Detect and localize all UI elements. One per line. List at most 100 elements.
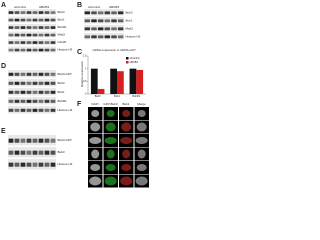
blot-band [14,99,20,103]
blot-strip [8,16,56,23]
blot-band [91,27,97,31]
blot-band [8,33,14,37]
blot-band [44,81,50,85]
blot-band [20,138,26,143]
blot-strip [8,46,56,53]
blot-band [117,19,124,23]
blot-strip [8,106,56,114]
panel-label: F [77,101,82,108]
blot-band [111,19,117,23]
blot-band [32,33,38,37]
blot-band [32,138,38,143]
blot-band [38,48,44,52]
bar [110,68,117,94]
nucleus [89,176,102,186]
blot-band [8,138,14,143]
blot-band [14,48,20,52]
nucleus [91,149,100,159]
blot-band [111,35,117,39]
blot-band [38,33,44,37]
blot-band [44,11,50,14]
blot-strip [8,135,56,146]
blot-band [26,99,32,103]
blot-band [50,138,56,143]
nucleus [137,110,146,117]
blot-band [84,19,91,23]
bar [129,68,137,94]
row-label: Bub3 [58,10,65,14]
blot-band [38,41,44,44]
nucleus [106,110,115,117]
blot-band [38,72,44,76]
row-label: Mad2 [58,33,66,37]
blot-band [50,18,56,22]
blot-band [20,108,26,112]
blot-band [8,90,14,94]
blot-band [14,33,20,37]
bar [136,69,144,94]
figure: A B C D E F mRNA expression in siRNA-HCT… [1,2,149,188]
blot-band [111,11,117,15]
blot-strip [84,25,124,32]
blot-band [20,150,26,155]
blot-band [44,108,50,112]
blot-band [32,18,38,22]
x-tick-label: Bub3 [95,95,101,98]
blot-strip [8,39,56,45]
bar [90,68,98,94]
bar [117,71,124,94]
blot-band [8,72,14,76]
blot-band [38,90,44,94]
blot-band [26,48,32,52]
blot-band [104,11,111,15]
row-label: Cdc20 [58,40,67,44]
column-label: siControl [88,5,100,9]
blot-band [8,48,14,52]
row-label: BubR1 [58,25,68,29]
blot-band [20,11,26,14]
legend-swatch [126,57,129,60]
blot-band [50,72,56,76]
blot-band [50,99,56,103]
blot-band [8,108,14,112]
row-label: BubR1 [58,99,68,103]
blot-strip [8,79,56,87]
blot-strip [8,88,56,96]
blot-band [26,150,32,155]
nucleus [122,110,131,117]
row-label: Histone H3 [58,108,73,112]
panel-label: E [1,128,6,135]
blot-band [8,11,14,14]
row-label: Bub3 [58,150,65,154]
blot-band [32,11,38,14]
nucleus [135,176,148,186]
row-label: Histone H3 [126,34,141,38]
blot-band [84,11,91,15]
blot-band [26,18,32,22]
blot-band [8,162,14,167]
blot-band [20,33,26,37]
blot-band [117,27,124,31]
blot-band [14,41,20,44]
blot-band [26,108,32,112]
blot-band [26,33,32,37]
blot-band [20,48,26,52]
blot-band [44,162,50,167]
y-tick-label: 1 [85,67,87,70]
blot-band [14,108,20,112]
blot-band [32,72,38,76]
blot-band [14,150,20,155]
y-tick-label: 0 [85,93,87,96]
blot-band [32,150,38,155]
blot-band [20,41,26,44]
blot-band [97,35,104,39]
blot-strip [8,159,56,170]
nucleus [122,149,131,159]
nucleus [105,122,116,132]
blot-strip [8,31,56,38]
blot-band [8,26,14,29]
blot-band [50,48,56,52]
blot-band [44,150,50,155]
blot-band [38,138,44,143]
blot-band [50,41,56,44]
